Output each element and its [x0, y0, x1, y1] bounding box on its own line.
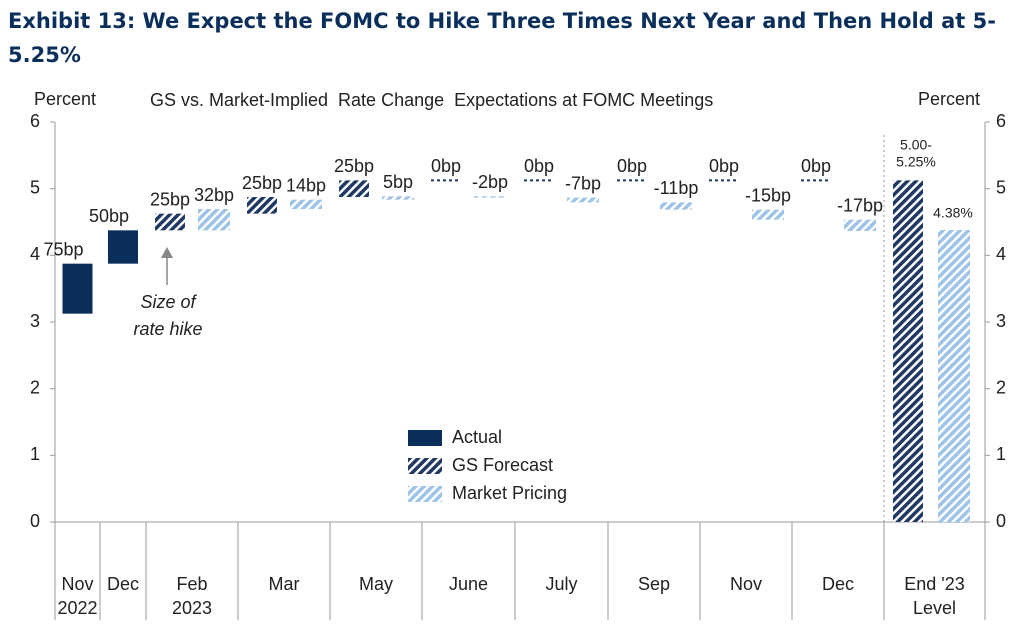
y2-tick-label: 5 — [996, 177, 1006, 197]
legend-label: Market Pricing — [452, 483, 567, 503]
y-tick-label: 0 — [30, 511, 40, 531]
data-label: 0bp — [524, 156, 554, 176]
bar — [382, 196, 414, 200]
data-label: 0bp — [617, 156, 647, 176]
data-label: 5bp — [383, 172, 413, 192]
x-tick-label: Dec — [822, 574, 854, 594]
chart-subtitle: GS vs. Market-Implied Rate Change Expect… — [150, 90, 713, 110]
bar — [660, 202, 692, 210]
y-axis-label: Percent — [34, 89, 96, 109]
data-label: 75bp — [43, 239, 83, 259]
y2-tick-label: 6 — [996, 111, 1006, 131]
data-label: 25bp — [242, 173, 282, 193]
data-label: 14bp — [286, 175, 326, 195]
y2-axis-label: Percent — [918, 89, 980, 109]
bar — [567, 197, 599, 203]
data-label: 32bp — [194, 185, 234, 205]
x-tick-label: Mar — [269, 574, 300, 594]
y2-tick-label: 2 — [996, 377, 1006, 397]
y2-tick-label: 1 — [996, 444, 1006, 464]
legend-label: GS Forecast — [452, 455, 553, 475]
legend-label: Actual — [452, 427, 502, 447]
data-label: 0bp — [431, 156, 461, 176]
x-tick-label: Nov — [730, 574, 762, 594]
y2-tick-label: 0 — [996, 511, 1006, 531]
x-tick-label: Dec — [107, 574, 139, 594]
legend-swatch — [408, 458, 442, 474]
data-label: 50bp — [89, 206, 129, 226]
data-label: -17bp — [837, 195, 883, 215]
x-tick-label: May — [359, 574, 393, 594]
x-tick-label: June — [449, 574, 488, 594]
bar — [62, 263, 93, 314]
annotation: Size of — [140, 292, 197, 312]
data-label: 5.25% — [896, 154, 936, 170]
data-label: 0bp — [801, 156, 831, 176]
x-tick-label: End '23 — [904, 574, 965, 594]
data-label: -15bp — [745, 185, 791, 205]
chart-title: 5.25% — [8, 43, 81, 67]
y2-tick-label: 4 — [996, 244, 1006, 264]
x-tick-label: Sep — [638, 574, 670, 594]
data-label: -2bp — [472, 172, 508, 192]
data-label: 5.00- — [900, 137, 932, 153]
y-tick-label: 2 — [30, 377, 40, 397]
x-tick-label: Nov — [61, 574, 93, 594]
bar — [198, 209, 230, 231]
data-label: -11bp — [654, 178, 699, 198]
legend-swatch — [408, 486, 442, 502]
bar — [290, 199, 322, 209]
x-tick-label: July — [545, 574, 577, 594]
x-tick-label: 2023 — [172, 598, 212, 618]
y-tick-label: 3 — [30, 311, 40, 331]
bar — [108, 230, 138, 264]
y2-tick-label: 3 — [996, 311, 1006, 331]
bar — [247, 197, 277, 214]
data-label: 25bp — [150, 189, 190, 209]
bar — [339, 180, 369, 197]
bar — [844, 219, 876, 231]
chart-title: Exhibit 13: We Expect the FOMC to Hike T… — [8, 9, 996, 33]
x-tick-label: Level — [913, 598, 956, 618]
y-tick-label: 4 — [30, 244, 40, 264]
y-tick-label: 6 — [30, 111, 40, 131]
data-label: 4.38% — [933, 205, 973, 221]
y-tick-label: 5 — [30, 177, 40, 197]
annotation: rate hike — [133, 319, 202, 339]
legend-swatch — [408, 430, 442, 446]
bar — [752, 209, 784, 220]
bar — [474, 196, 506, 198]
end-bar — [893, 180, 923, 523]
x-tick-label: Feb — [176, 574, 207, 594]
data-label: 0bp — [709, 156, 739, 176]
x-tick-label: 2022 — [57, 598, 97, 618]
data-label: 25bp — [334, 156, 374, 176]
bar — [155, 213, 185, 231]
annotation-arrowhead — [161, 247, 173, 258]
end-bar — [938, 230, 970, 522]
y-tick-label: 1 — [30, 444, 40, 464]
data-label: -7bp — [565, 173, 601, 193]
